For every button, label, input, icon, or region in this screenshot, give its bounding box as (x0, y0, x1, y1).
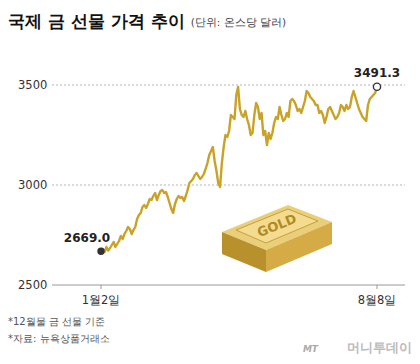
y-tick-label: 3500 (18, 78, 47, 92)
chart: 국제 금 선물 가격 추이 (단위: 온스당 달러) 2500 3000 3500 GOL… (0, 0, 420, 364)
note: *자료: 뉴욕상품거래소 (8, 333, 110, 344)
title: 국제 금 선물 가격 추이 (8, 11, 185, 31)
x-tick-label: 8월8일 (358, 293, 397, 307)
gold-bar-illustration: GOLD (222, 205, 332, 272)
grid-line (52, 85, 405, 86)
gold-bar-text: GOLD (255, 211, 299, 240)
logo-mark: MT (303, 344, 319, 354)
logo: 머니투데이 (347, 340, 412, 355)
plot-area (101, 87, 377, 252)
annotation: 3491.3 (354, 66, 400, 80)
subtitle: (단위: 온스당 달러) (191, 16, 286, 28)
note: *12월물 금 선물 기준 (8, 316, 105, 327)
annotation: 2669.0 (64, 231, 110, 245)
grid-line (52, 185, 405, 186)
price-line (101, 87, 377, 252)
grid-line (52, 285, 405, 286)
point-marker (98, 248, 104, 254)
x-tick-label: 1월2일 (82, 293, 121, 307)
y-tick-label: 3000 (18, 178, 47, 192)
x-tick (101, 285, 102, 289)
point-marker (373, 83, 380, 90)
x-tick (377, 285, 378, 289)
y-tick-label: 2500 (18, 278, 47, 292)
chart-root: 국제 금 선물 가격 추이 (단위: 온스당 달러) 2500 3000 3500 GOL… (0, 0, 420, 364)
gold-bar-face (236, 209, 318, 243)
